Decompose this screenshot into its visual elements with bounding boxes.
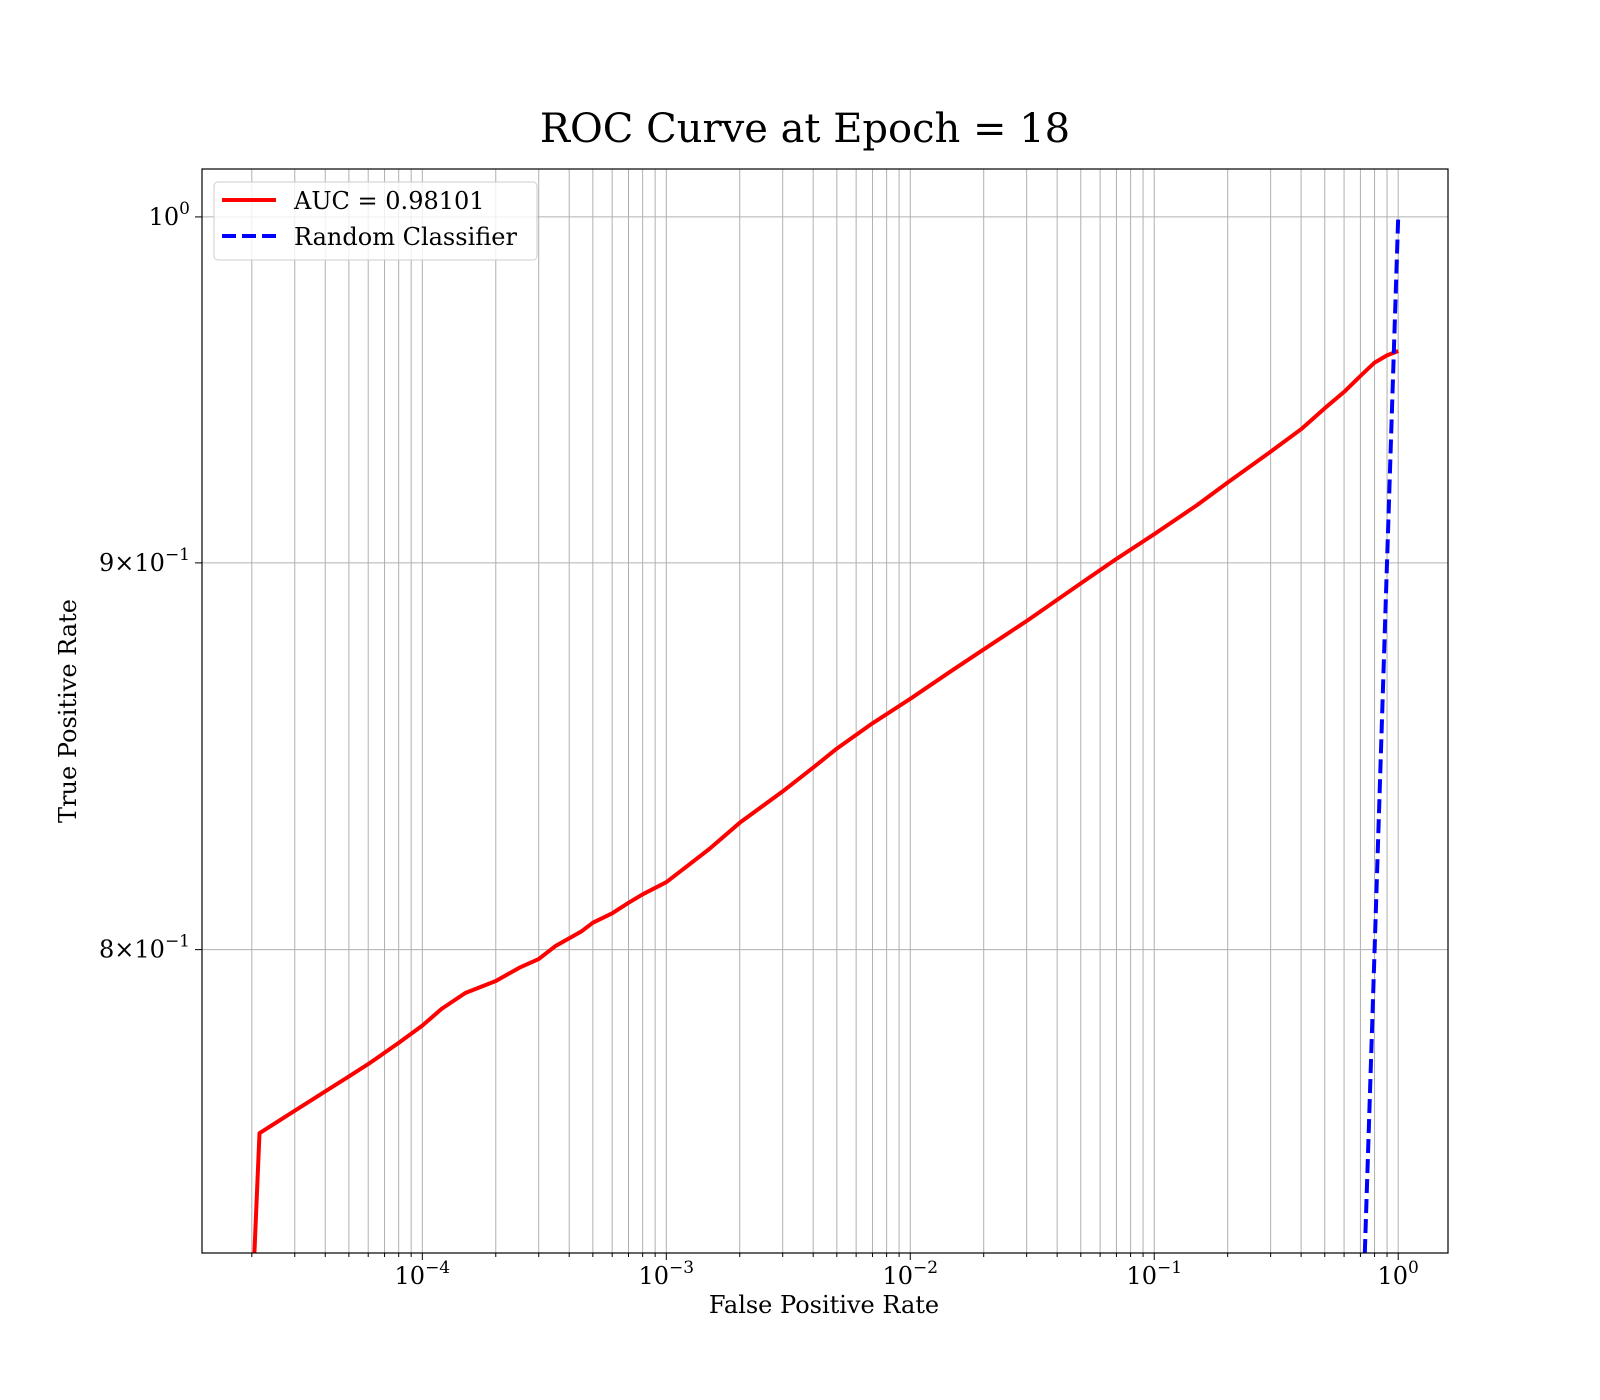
legend-label-random: Random Classifier xyxy=(294,223,517,251)
x-tick-label: 100 xyxy=(1378,1258,1419,1290)
x-tick-label: 10−1 xyxy=(1126,1258,1182,1290)
x-tick-label: 10−4 xyxy=(395,1258,451,1290)
y-tick-label: 8×10−1 xyxy=(99,932,190,964)
ticks: 100 9×10−1 8×10−1 10−4 10−3 10−2 10−1 100 xyxy=(99,199,1419,1290)
legend: AUC = 0.98101 Random Classifier xyxy=(213,181,538,261)
plot-area xyxy=(252,216,1401,1254)
x-tick-label: 10−3 xyxy=(638,1258,694,1290)
axes-frame xyxy=(201,168,1449,1254)
chart-title: ROC Curve at Epoch = 18 xyxy=(540,106,1070,152)
y-tick-label: 100 xyxy=(149,199,190,231)
legend-box xyxy=(213,181,538,261)
y-tick-label: 9×10−1 xyxy=(99,545,190,577)
series-line-0 xyxy=(252,349,1399,1254)
y-axis-label: True Positive Rate xyxy=(54,599,82,823)
x-axis-label: False Positive Rate xyxy=(709,1291,939,1319)
legend-label-auc: AUC = 0.98101 xyxy=(293,187,485,215)
grid xyxy=(202,169,1448,1253)
x-tick-label: 10−2 xyxy=(882,1258,938,1290)
series-line-1 xyxy=(1362,216,1401,1254)
